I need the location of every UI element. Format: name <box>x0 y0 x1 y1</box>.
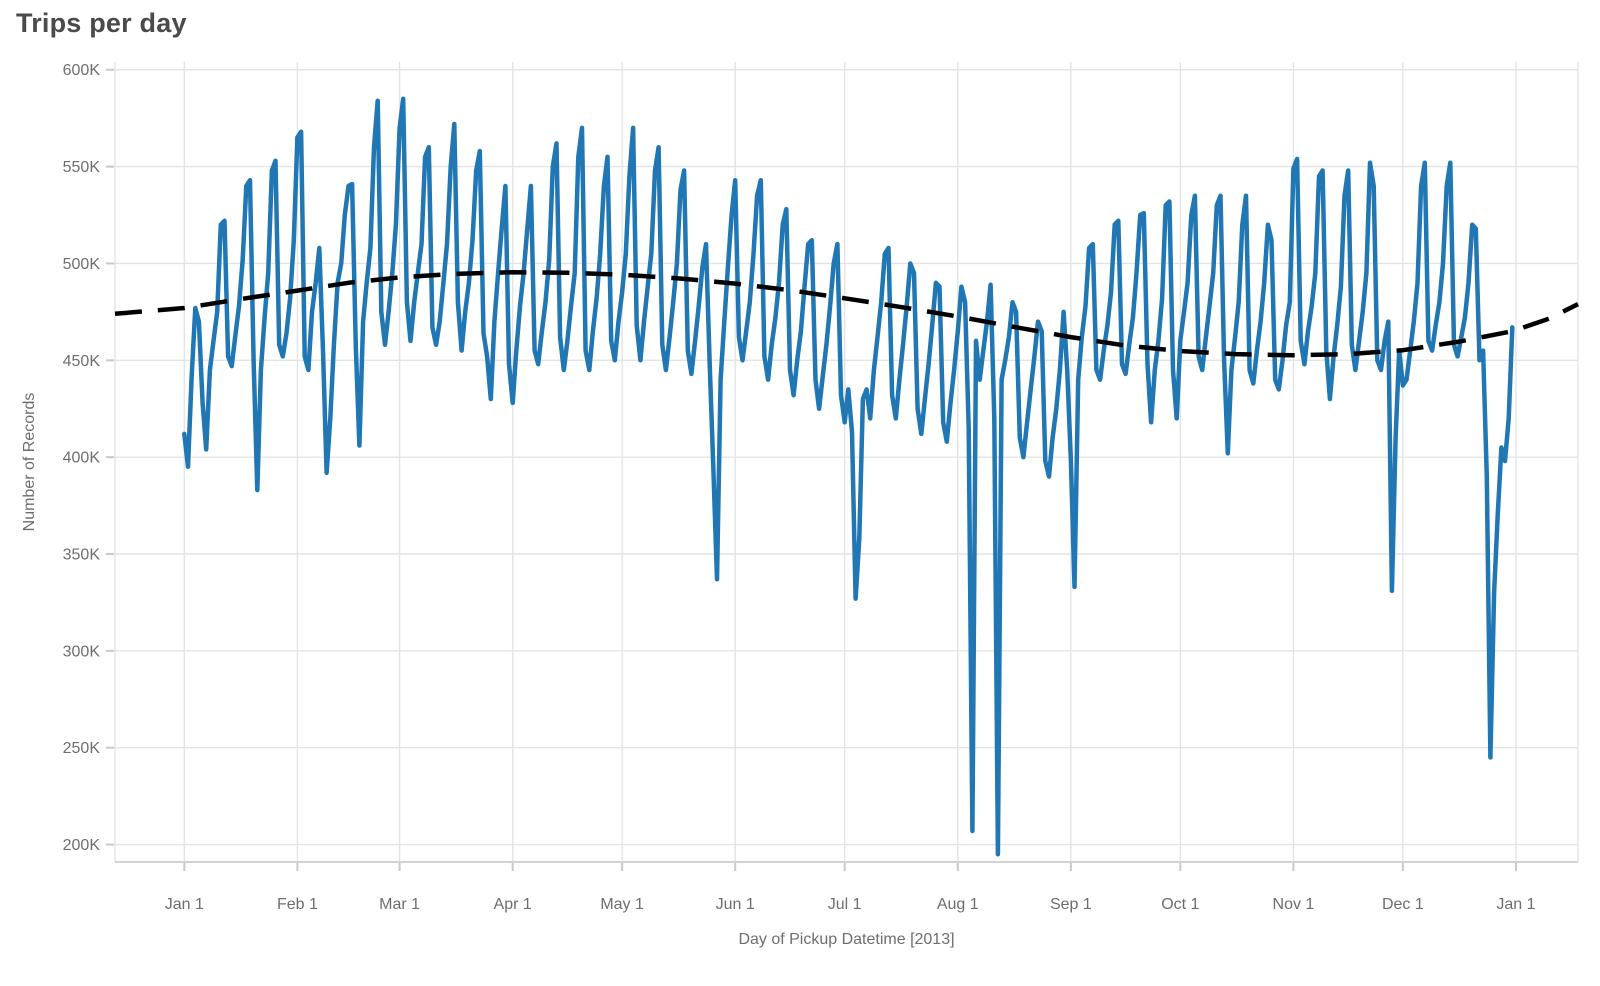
y-tick-label: 300K <box>63 643 101 660</box>
x-tick-label: Sep 1 <box>1050 896 1092 913</box>
y-tick-label: 450K <box>63 353 101 370</box>
x-tick-label: Mar 1 <box>379 896 420 913</box>
y-tick-label: 200K <box>63 837 101 854</box>
chart-title: Trips per day <box>16 8 187 38</box>
gridlines <box>114 62 1579 862</box>
axes <box>106 68 1578 871</box>
x-tick-label: Jan 1 <box>1496 896 1535 913</box>
axis-tick-labels: 200K 250K 300K 350K 400K 450K 500K 550K 600K Jan … <box>63 62 1536 913</box>
daily-trips-line[interactable] <box>182 96 1515 857</box>
x-tick-label: Apr 1 <box>494 896 532 913</box>
y-tick-label: 350K <box>63 547 101 564</box>
trend-line[interactable] <box>114 269 1580 358</box>
x-tick-label: May 1 <box>600 896 644 913</box>
x-tick-label: Jan 1 <box>165 896 204 913</box>
x-tick-label: Jul 1 <box>828 896 862 913</box>
y-axis-title: Number of Records <box>21 393 38 532</box>
x-tick-label: Jun 1 <box>716 896 755 913</box>
y-tick-label: 550K <box>63 159 101 176</box>
x-tick-label: Feb 1 <box>277 896 318 913</box>
y-tick-label: 500K <box>63 256 101 273</box>
x-tick-label: Nov 1 <box>1273 896 1315 913</box>
y-tick-label: 600K <box>63 62 101 79</box>
x-tick-label: Dec 1 <box>1382 896 1424 913</box>
series-group <box>114 96 1580 857</box>
x-tick-label: Oct 1 <box>1161 896 1199 913</box>
y-tick-label: 250K <box>63 740 101 757</box>
y-tick-label: 400K <box>63 450 101 467</box>
x-axis-title: Day of Pickup Datetime [2013] <box>738 931 954 948</box>
x-tick-label: Aug 1 <box>937 896 979 913</box>
